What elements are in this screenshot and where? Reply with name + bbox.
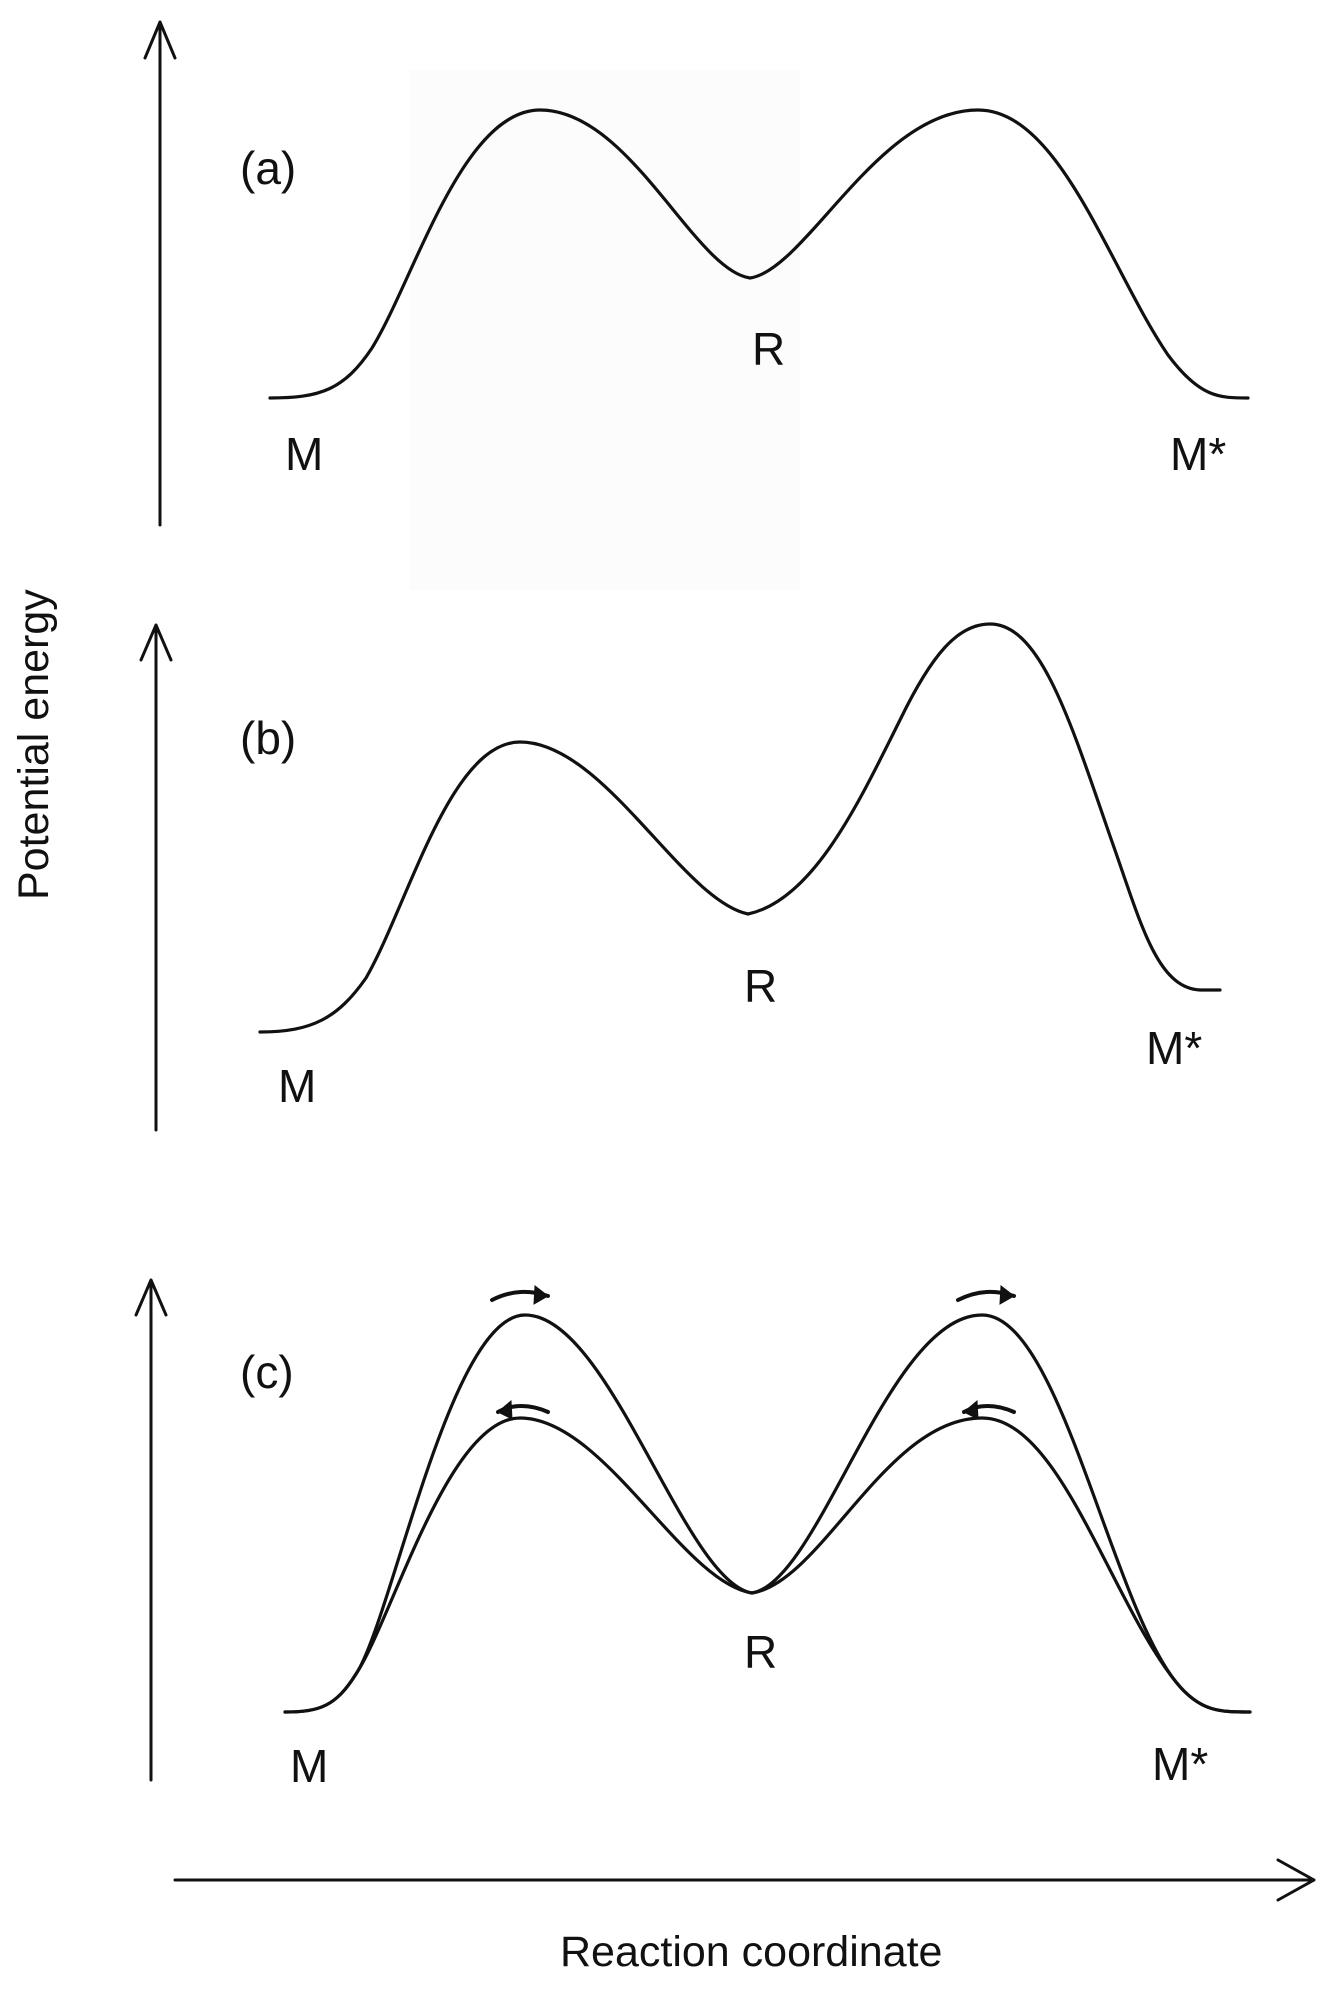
panel-a-energy-curve [268,108,1250,400]
panel-b-energy-curve [258,622,1222,1034]
y-axis-label: Potential energy [10,589,58,900]
y-axis-arrow-a [143,20,177,527]
x-axis-label: Reaction coordinate [560,1928,942,1976]
panel-b-state-r: R [744,960,777,1012]
y-axis-arrow-b [139,623,173,1132]
panel-a-state-m: M [285,428,323,480]
panel-b: (b) M R M* [139,622,1222,1132]
panel-c-lower-energy-curve [283,1313,1252,1714]
panel-c-right-upper-arrowhead [999,1285,1015,1305]
x-axis-arrow [173,1858,1316,1902]
panel-a-state-m-star: M* [1170,428,1226,480]
panel-c-state-m-star: M* [1152,1738,1208,1790]
panel-c-state-r: R [744,1626,777,1678]
panel-c-state-m: M [290,1740,328,1792]
panel-c-label: (c) [240,1346,294,1398]
panel-a-label: (a) [240,142,296,194]
panel-c-right-lower-arrowhead [963,1399,979,1420]
panel-c: (c) M R M* [134,1278,1252,1792]
y-axis-arrow-c [134,1278,168,1782]
panel-b-label: (b) [240,712,296,764]
panel-a: (a) M R M* [143,20,1250,527]
panel-a-state-r: R [752,323,785,375]
panel-c-left-upper-arrowhead [533,1285,549,1305]
panel-b-state-m-star: M* [1146,1022,1202,1074]
scan-background-patch [410,70,800,590]
panel-b-state-m: M [278,1060,316,1112]
panel-c-left-lower-arrowhead [497,1399,513,1420]
